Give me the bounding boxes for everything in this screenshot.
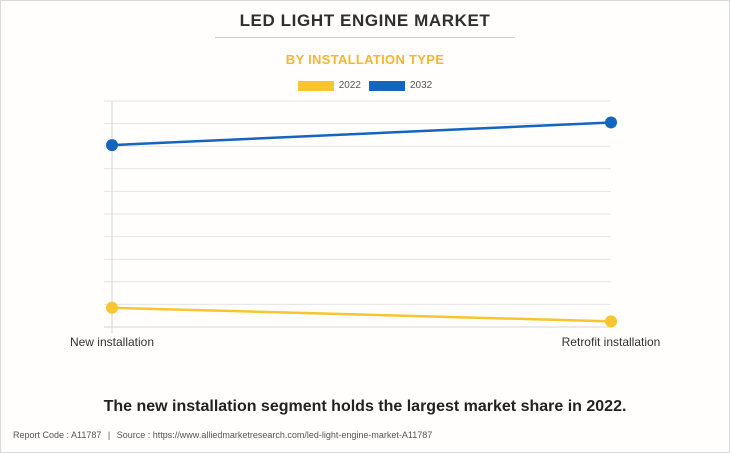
- report-code: Report Code : A11787: [13, 430, 102, 440]
- chart-title: LED LIGHT ENGINE MARKET: [239, 11, 491, 30]
- title-divider: [215, 37, 515, 38]
- legend-swatch-2032: [369, 80, 405, 91]
- data-point-2032-1[interactable]: [605, 116, 617, 129]
- legend-label-2032: 2032: [410, 80, 433, 91]
- series-line-2022: [111, 306, 612, 323]
- legend-item-2022[interactable]: 2022: [297, 80, 361, 91]
- series-line-2032: [111, 121, 612, 147]
- chart-subtitle: BY INSTALLATION TYPE: [285, 52, 445, 67]
- chart-legend: 2022 2032: [0, 80, 730, 91]
- x-tick-label-0: New installation: [70, 335, 154, 349]
- x-tick-label-1: Retrofit installation: [562, 335, 661, 349]
- data-point-2022-1[interactable]: [605, 315, 617, 328]
- x-axis-labels: New installation Retrofit installation: [70, 335, 660, 349]
- legend-swatch-2022: [297, 80, 334, 91]
- gridlines: [104, 100, 611, 328]
- legend-label-2022: 2022: [338, 80, 361, 91]
- data-point-2032-0[interactable]: [106, 139, 118, 152]
- footer-separator: |: [107, 430, 111, 440]
- series-layer: [106, 116, 617, 328]
- chart-caption: The new installation segment holds the l…: [103, 398, 627, 415]
- source-link[interactable]: Source : https://www.alliedmarketresearc…: [116, 430, 433, 440]
- legend-item-2032[interactable]: 2032: [369, 80, 432, 91]
- data-point-2022-0[interactable]: [106, 301, 118, 314]
- footer: Report Code : A11787 | Source : https://…: [13, 430, 432, 440]
